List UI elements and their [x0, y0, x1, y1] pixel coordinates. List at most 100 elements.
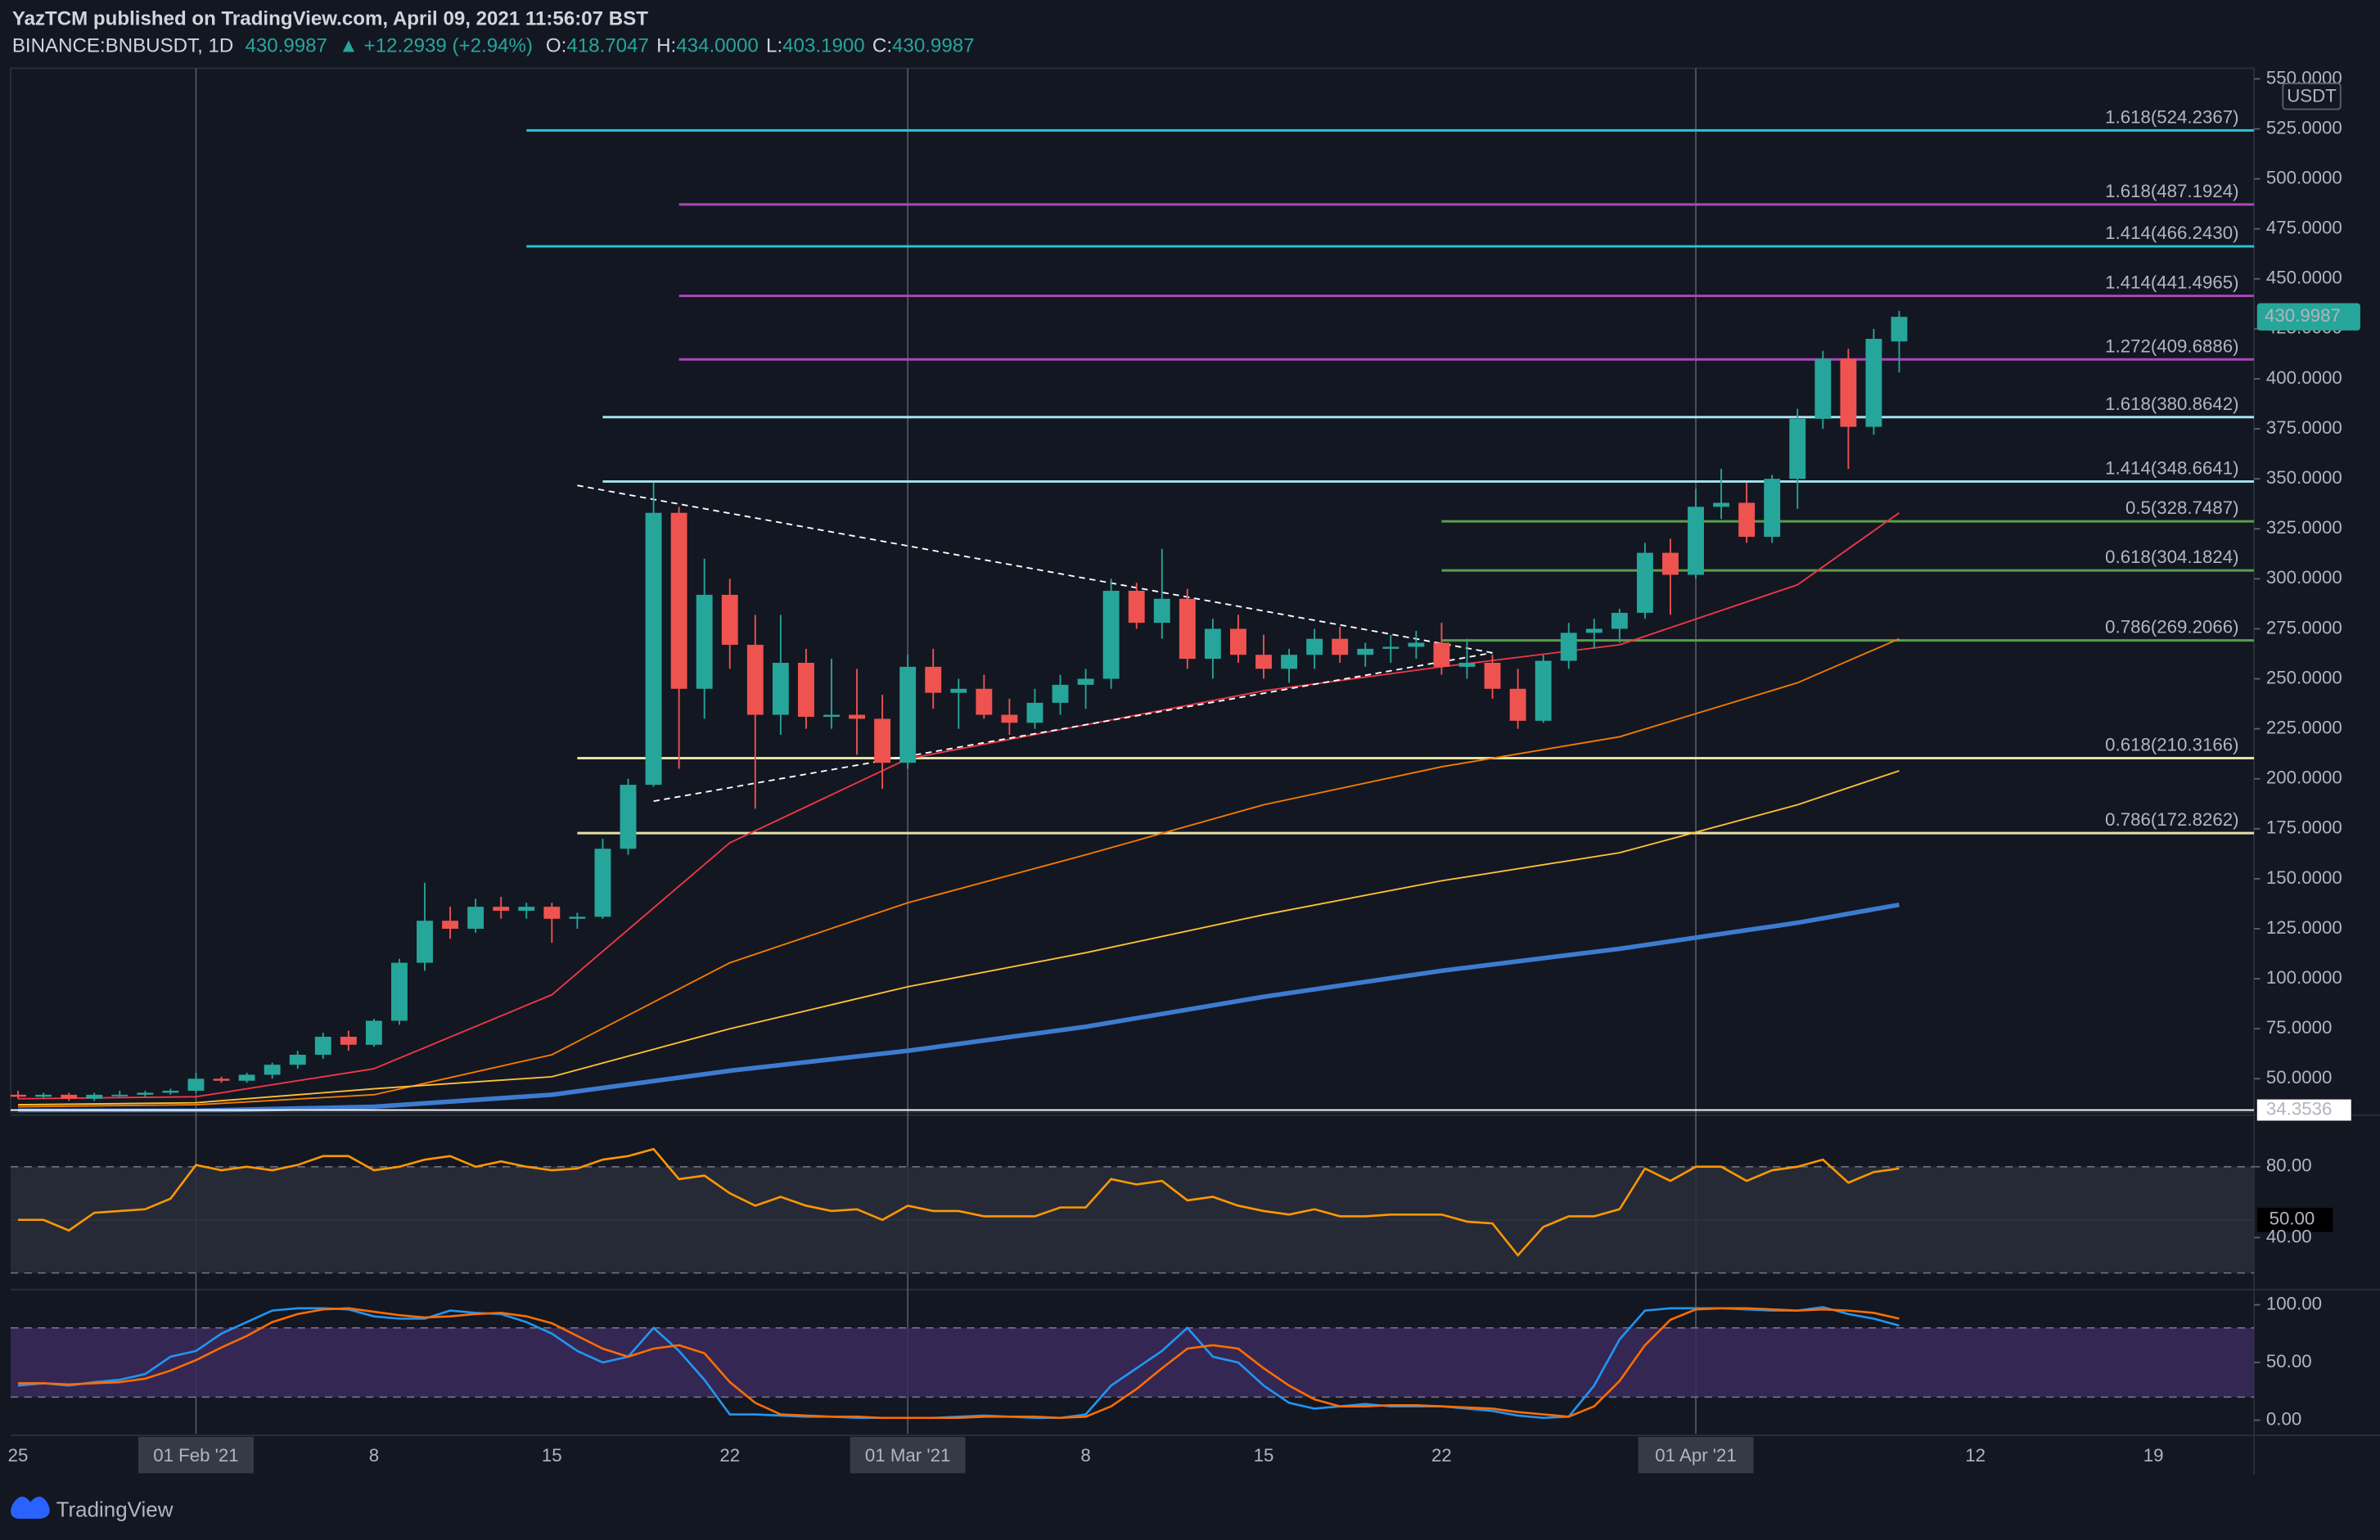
y-tick-label: 200.0000 — [2266, 768, 2342, 788]
candle-body — [1865, 339, 1882, 427]
ohlc-value: 434.0000 — [676, 35, 759, 57]
x-tick-label: 15 — [1254, 1445, 1274, 1466]
fib-label: 0.618(210.3166) — [2105, 735, 2238, 755]
candle-body — [238, 1074, 255, 1081]
fib-label: 1.618(524.2367) — [2105, 106, 2238, 127]
ohlc-key: C: — [872, 35, 892, 57]
candle-body — [10, 1094, 26, 1097]
brand: TradingView — [11, 1497, 174, 1522]
candle-body — [1255, 655, 1272, 669]
moving-average — [18, 902, 1900, 1113]
candle-body — [569, 916, 586, 919]
x-tick-label: 01 Mar '21 — [865, 1445, 950, 1466]
moving-average — [18, 637, 1900, 1108]
y-label-box — [2256, 1207, 2333, 1232]
candle-body — [340, 1036, 357, 1045]
y-tick-label: 450.0000 — [2266, 268, 2342, 288]
candle-body — [365, 1020, 382, 1045]
x-tick-label: 8 — [1080, 1445, 1090, 1466]
candle-body — [35, 1094, 52, 1097]
candle-body — [1611, 612, 1628, 629]
candle-body — [467, 907, 485, 930]
x-tick-label: 19 — [2143, 1445, 2164, 1466]
fib-label: 0.786(172.8262) — [2105, 809, 2238, 830]
y-tick-label: 225.0000 — [2266, 718, 2342, 738]
candle-body — [670, 512, 687, 689]
fib-label: 0.618(304.1824) — [2105, 547, 2238, 567]
candle-body — [874, 718, 891, 763]
candle-body — [1026, 702, 1044, 723]
x-label-box — [1638, 1436, 1754, 1474]
candle-body — [1484, 662, 1501, 689]
candle-body — [1433, 642, 1450, 667]
y-tick-label: 100.0000 — [2266, 967, 2342, 988]
x-tick-label: 12 — [1965, 1445, 1986, 1466]
ohlc-key: L: — [766, 35, 782, 57]
x-tick-label: 22 — [1431, 1445, 1452, 1466]
y-tick-label: 50.0000 — [2266, 1067, 2332, 1087]
indicator-line — [18, 1307, 1900, 1420]
candle-body — [391, 962, 408, 1021]
candle-body — [797, 662, 814, 717]
candle-body — [1357, 648, 1374, 655]
fib-label: 1.414(441.4965) — [2105, 272, 2238, 293]
indicator-line — [18, 1147, 1900, 1258]
candle-body — [1535, 660, 1552, 721]
x-tick-label: 15 — [542, 1445, 562, 1466]
candle-body — [1077, 678, 1094, 685]
candle-body — [696, 594, 713, 689]
candle-body — [1382, 646, 1400, 649]
x-tick-label: 01 Feb '21 — [153, 1445, 238, 1466]
candle-body — [1179, 598, 1196, 660]
y-tick-label: 80.00 — [2266, 1155, 2312, 1176]
candle-body — [518, 907, 535, 912]
candle-body — [1052, 684, 1069, 703]
candle-body — [1153, 598, 1170, 624]
fib-label: 1.414(348.6641) — [2105, 457, 2238, 478]
candle-body — [1306, 638, 1323, 655]
currency-label: USDT — [2287, 86, 2337, 106]
candle-body — [1662, 552, 1679, 575]
y-tick-label: 150.0000 — [2266, 867, 2342, 888]
candle-body — [620, 785, 637, 849]
candle-body — [1204, 628, 1221, 660]
change: +12.2939 (+2.94%) — [364, 35, 533, 57]
candle-body — [1458, 662, 1476, 667]
plot-area: 1.618(524.2367) 1.618(487.1924) 1.414(466.… — [10, 106, 2255, 1113]
moving-average — [18, 511, 1900, 1100]
y-tick-label: 75.0000 — [2266, 1017, 2332, 1038]
candle-body — [1001, 714, 1018, 723]
y-tick-label: 325.0000 — [2266, 517, 2342, 538]
candle-body — [1281, 655, 1298, 669]
y-tick-label: 500.0000 — [2266, 167, 2342, 187]
candle-body — [1789, 418, 1806, 480]
x-label-box — [850, 1436, 966, 1474]
ohlc-value: 418.7047 — [566, 35, 649, 57]
brand-logo — [11, 1497, 50, 1520]
y-tick-label: 375.0000 — [2266, 417, 2342, 438]
last-price-box — [2256, 303, 2360, 331]
candle-body — [111, 1094, 128, 1096]
candle-body — [1128, 591, 1145, 624]
candle-body — [823, 714, 840, 717]
candle-body — [61, 1094, 78, 1099]
fib-label: 1.618(380.8642) — [2105, 394, 2238, 414]
candle-body — [746, 644, 764, 715]
y-tick-label: 50.00 — [2270, 1209, 2315, 1229]
indicator-band — [10, 1327, 2255, 1398]
candle-body — [137, 1092, 154, 1095]
trendline — [653, 651, 1493, 803]
candle-body — [1738, 502, 1756, 538]
candle-body — [314, 1036, 331, 1055]
x-label-box — [137, 1436, 254, 1474]
candle-body — [594, 849, 611, 917]
candle-body — [849, 714, 865, 719]
fib-label: 1.414(466.2430) — [2105, 223, 2238, 243]
y-tick-label: 0.00 — [2266, 1408, 2301, 1429]
price-line-label: 34.3536 — [2266, 1098, 2332, 1119]
ohlc-key: O: — [546, 35, 566, 57]
candle-body — [417, 921, 433, 963]
candle-body — [289, 1054, 306, 1065]
